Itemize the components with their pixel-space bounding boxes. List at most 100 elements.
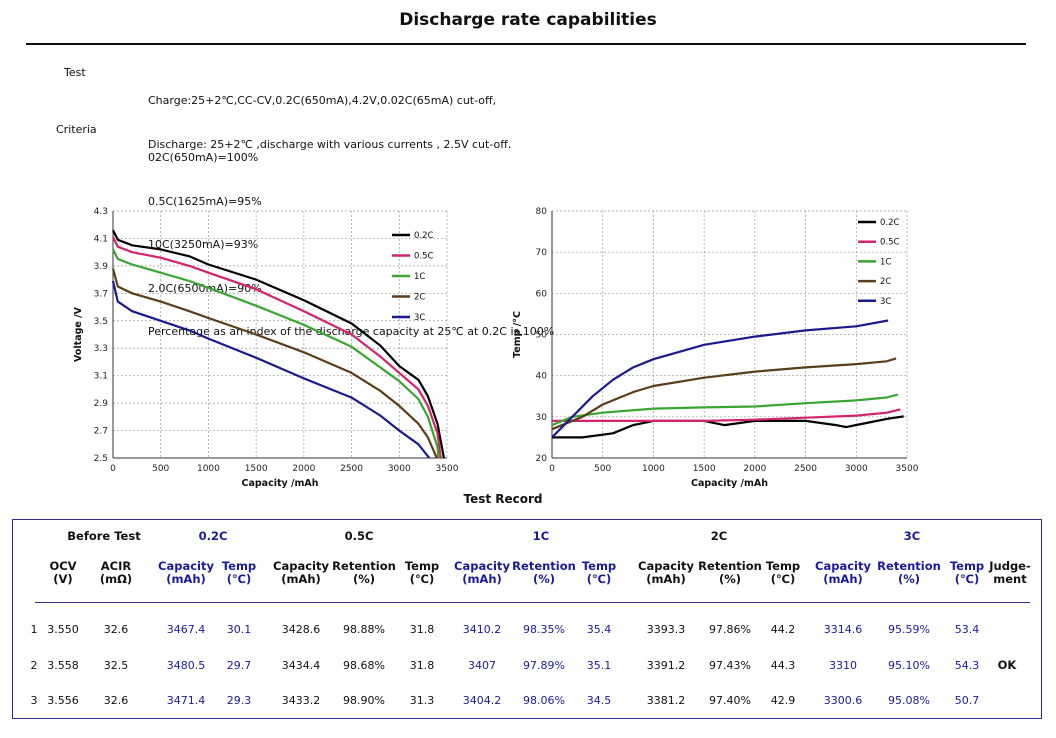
table-cell: 3393.3	[646, 623, 686, 636]
table-cell: 44.3	[770, 659, 796, 672]
group-header: 3C	[903, 529, 921, 543]
page-title: Discharge rate capabilities	[399, 10, 657, 30]
table-cell: 50.7	[954, 694, 980, 707]
y-tick-label: 30	[536, 413, 548, 423]
series-line-0.5C	[112, 236, 442, 459]
column-header: Retention (%)	[877, 559, 941, 586]
column-header: OCV (V)	[49, 559, 77, 586]
legend-entry: 3C	[880, 297, 891, 307]
table-cell: 3391.2	[646, 659, 686, 672]
x-tick-label: 2500	[794, 464, 817, 474]
criteria-line: 2.0C(6500mA)=90%	[148, 281, 262, 295]
legend-entry: 0.2C	[414, 231, 434, 241]
table-cell: 35.1	[586, 659, 612, 672]
table-cell: 31.8	[409, 623, 435, 636]
table-cell: 30.1	[226, 623, 252, 636]
table-cell: 98.68%	[343, 659, 385, 672]
table-cell: 3310	[829, 659, 857, 672]
column-header: Judge-ment	[989, 559, 1031, 586]
y-tick-label: 20	[536, 454, 548, 464]
column-header: Retention (%)	[512, 559, 576, 586]
table-cell: 3410.2	[462, 623, 502, 636]
criteria-label: Criteria	[56, 123, 97, 136]
table-cell: 3300.6	[823, 694, 863, 707]
legend-entry: 3C	[414, 313, 425, 323]
table-cell: 97.86%	[709, 623, 751, 636]
table-cell: 3433.2	[281, 694, 321, 707]
table-cell: 54.3	[954, 659, 980, 672]
criteria-line: 10C(3250mA)=93%	[148, 238, 259, 251]
table-cell: 3.558	[47, 659, 79, 672]
y-tick-label: 2.7	[94, 427, 108, 437]
series-line-1C	[112, 248, 440, 459]
column-header: Retention (%)	[698, 559, 762, 586]
row-number: 3	[30, 694, 38, 707]
legend-entry: 0.5C	[414, 252, 434, 262]
x-axis-label: Capacity /mAh	[241, 478, 318, 489]
voltage-chart: 0 500 1000 1500 2000 2500 3000 3500 2.5 2.7 2.9 3.1…	[73, 207, 459, 489]
series-line-3C	[551, 319, 889, 439]
series-line-3C	[111, 280, 431, 459]
group-header: 2C	[710, 529, 728, 543]
y-tick-label: 2.9	[94, 399, 109, 409]
table-cell: 44.2	[770, 623, 796, 636]
legend-entry: 0.2C	[880, 218, 900, 228]
x-tick-label: 2000	[743, 464, 766, 474]
table-cell: 3407	[468, 659, 496, 672]
y-tick-label: 2.5	[94, 454, 108, 464]
table-cell: 32.6	[103, 694, 129, 707]
column-header: Temp (℃)	[404, 559, 440, 586]
table-cell: 3381.2	[646, 694, 686, 707]
criteria-line: 0.5C(1625mA)=95%	[148, 194, 262, 208]
test-line: Charge:25+2℃,CC-CV,0.2C(650mA),4.2V,0.02…	[148, 94, 497, 107]
x-tick-label: 500	[152, 464, 169, 474]
column-header: Capacity (mAh)	[815, 559, 871, 586]
table-cell: 42.9	[770, 694, 796, 707]
test-line: Discharge: 25+2℃ ,discharge with various…	[148, 137, 512, 151]
y-tick-label: 60	[536, 289, 548, 299]
table-cell: 35.4	[586, 623, 612, 636]
table-cell: 3.556	[47, 694, 79, 707]
table-cell: 3480.5	[166, 659, 206, 672]
table-cell: 98.06%	[523, 694, 565, 707]
legend-entry: 2C	[414, 293, 425, 303]
table-cell: 98.35%	[523, 623, 565, 636]
row-number: 1	[30, 623, 38, 636]
legend-entry: 0.5C	[880, 238, 900, 248]
series-line-2C	[551, 357, 897, 431]
y-tick-label: 50	[536, 331, 548, 341]
table-cell: 3428.6	[281, 623, 321, 636]
legend-entry: 1C	[414, 272, 425, 282]
series-line-0.2C	[552, 415, 904, 439]
column-header: Temp (℃)	[221, 559, 257, 586]
legend-entry: 1C	[880, 257, 891, 267]
table-cell: 3314.6	[823, 623, 863, 636]
table-cell: 97.43%	[709, 659, 751, 672]
column-header: Capacity (mAh)	[158, 559, 214, 586]
column-header: Capacity (mAh)	[454, 559, 510, 586]
row-number: 2	[30, 659, 38, 672]
x-tick-label: 1500	[245, 464, 268, 474]
column-header: ACIR (mΩ)	[99, 559, 133, 586]
table-cell: 31.8	[409, 659, 435, 672]
x-tick-label: 1500	[693, 464, 716, 474]
x-tick-label: 2500	[340, 464, 363, 474]
title-divider	[26, 43, 1026, 45]
table-cell: 34.5	[586, 694, 612, 707]
y-axis-label: Voltage /V	[73, 306, 84, 362]
series-line-2C	[111, 268, 438, 459]
table-cell: 3404.2	[462, 694, 502, 707]
legend-entry: 2C	[880, 277, 891, 287]
column-header: Temp (℃)	[581, 559, 617, 586]
test-record-table: Before Test 0.2C 0.5C 1C 2C 3C OCV (V) ACIR (mΩ) C…	[12, 519, 1042, 719]
table-cell: 97.40%	[709, 694, 751, 707]
y-tick-label: 3.5	[94, 317, 108, 327]
x-tick-label: 0	[549, 464, 555, 474]
table-cell: 97.89%	[523, 659, 565, 672]
y-tick-label: 4.3	[94, 207, 108, 217]
table-cell: 32.6	[103, 623, 129, 636]
table-cell: 29.3	[226, 694, 252, 707]
column-header: Retention (%)	[332, 559, 396, 586]
table-cell: 31.3	[409, 694, 435, 707]
y-tick-label: 3.1	[94, 372, 108, 382]
